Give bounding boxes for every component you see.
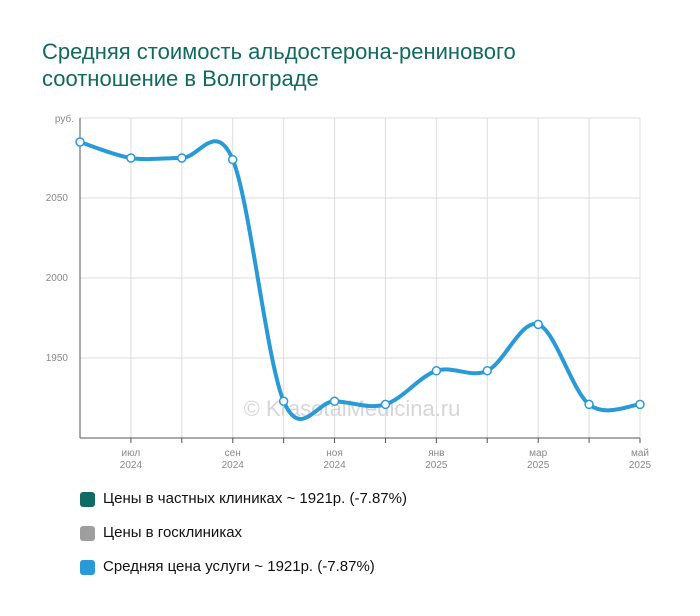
legend-swatch-public (80, 526, 95, 541)
x-tick-label-year: 2025 (425, 460, 448, 471)
chart-legend: Цены в частных клиниках ~ 1921р. (-7.87%… (80, 490, 407, 592)
y-tick-label: 1950 (46, 353, 69, 364)
chart-title-line-1: Средняя стоимость альдостерона-рениновог… (42, 39, 516, 64)
legend-item-average[interactable]: Средняя цена услуги ~ 1921р. (-7.87%) (80, 558, 407, 592)
x-tick-label-month: июл (122, 448, 141, 459)
legend-label-public: Цены в госклиниках (103, 524, 243, 541)
y-unit-label: руб. (55, 113, 74, 125)
legend-item-private[interactable]: Цены в частных клиниках ~ 1921р. (-7.87%… (80, 490, 407, 524)
chart-grid (80, 117, 641, 438)
chart-axes: 195020002050руб.июл2024сен2024ноя2024янв… (46, 113, 652, 471)
chart-title: Средняя стоимость альдостерона-рениновог… (42, 38, 642, 92)
series-point-average (635, 399, 645, 410)
series-point-average (177, 153, 187, 163)
x-tick-label-year: 2024 (222, 460, 245, 471)
legend-item-public[interactable]: Цены в госклиниках (80, 524, 407, 558)
x-tick-label-month: янв (428, 448, 444, 459)
series-line-private (79, 139, 641, 421)
x-tick-label-month: май (631, 448, 649, 459)
legend-label-average: Средняя цена услуги ~ 1921р. (-7.87%) (103, 558, 375, 575)
series-point-average (482, 366, 493, 376)
x-tick-label-year: 2024 (323, 460, 346, 471)
line-chart: 195020002050руб.июл2024сен2024ноя2024янв… (46, 113, 652, 471)
chart-series (79, 139, 641, 421)
series-point-average (584, 399, 594, 410)
x-tick-label-year: 2025 (629, 460, 652, 471)
x-tick-label-year: 2024 (120, 460, 143, 471)
legend-swatch-average (80, 560, 95, 575)
series-point-average (227, 154, 238, 165)
x-tick-label-month: ноя (326, 448, 343, 459)
y-tick-label: 2050 (46, 193, 69, 204)
chart-title-line-2: соотношение в Волгограде (42, 66, 319, 91)
series-point-average (278, 396, 289, 406)
series-line-average (79, 139, 641, 421)
series-point-average (380, 399, 391, 410)
legend-label-private: Цены в частных клиниках ~ 1921р. (-7.87%… (103, 490, 407, 507)
series-point-average (431, 366, 442, 376)
x-tick-label-year: 2025 (527, 460, 550, 471)
series-point-average (75, 137, 85, 147)
legend-swatch-private (80, 492, 95, 507)
series-point-average (126, 153, 136, 163)
y-tick-label: 2000 (46, 273, 69, 284)
x-tick-label-month: мар (529, 448, 547, 459)
chart-points (75, 137, 645, 410)
x-tick-label-month: сен (225, 448, 241, 459)
series-point-average (329, 396, 340, 406)
series-point-average (533, 319, 543, 330)
watermark: © KrasotaiMedicina.ru (244, 396, 461, 421)
